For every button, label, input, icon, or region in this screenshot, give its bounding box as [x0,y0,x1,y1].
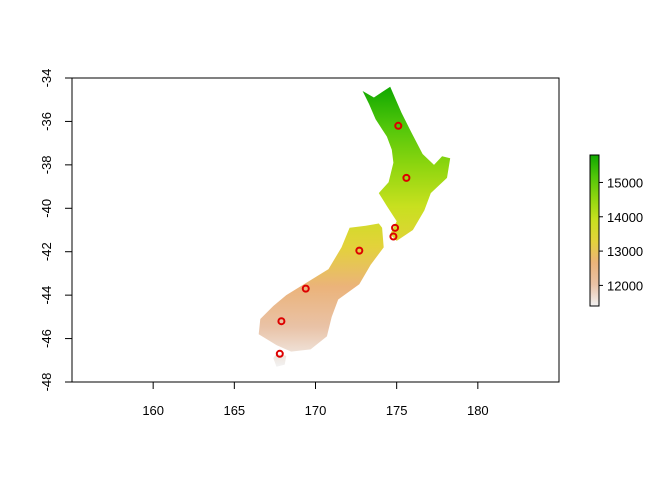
locality-point [275,349,284,358]
locality-point [277,317,286,326]
north-island [362,86,451,241]
y-tick-label: -38 [39,155,54,174]
y-tick-label: -48 [39,373,54,392]
x-tick-label: 170 [305,403,327,418]
legend-colorbar [589,154,600,307]
color-legend: 12000 13000 14000 15000 [589,154,643,307]
locality-point [402,173,411,182]
stewart-island [273,353,287,367]
locality-point [391,223,400,232]
locality-point [301,284,310,293]
locality-point [355,246,364,255]
y-tick-label: -40 [39,199,54,218]
y-tick-label: -44 [39,286,54,305]
legend-tick-label: 13000 [607,244,643,259]
y-tick-label: -46 [39,329,54,348]
x-tick-label: 175 [386,403,408,418]
x-axis: 160 165 170 175 180 [142,381,489,418]
y-tick-label: -36 [39,112,54,131]
legend-tick-label: 15000 [607,175,643,190]
y-axis: -34 -36 -38 -40 -42 -44 -46 -48 [39,69,73,392]
legend-tick-label: 14000 [607,210,643,225]
y-tick-label: -34 [39,69,54,88]
x-tick-label: 160 [142,403,164,418]
x-tick-label: 165 [223,403,245,418]
locality-point [389,232,398,241]
x-tick-label: 180 [467,403,489,418]
map-layer [258,86,451,367]
south-island [258,223,384,352]
legend-tick-label: 12000 [607,278,643,293]
y-tick-label: -42 [39,242,54,261]
locality-points [275,121,411,358]
locality-point [394,121,403,130]
